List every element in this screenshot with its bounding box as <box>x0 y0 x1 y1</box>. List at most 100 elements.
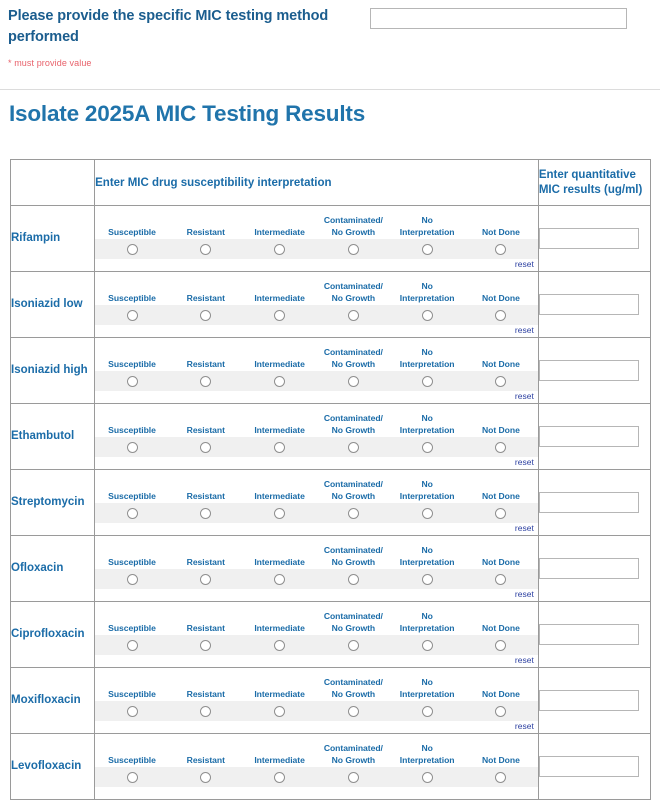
radio-button-0[interactable] <box>126 243 138 255</box>
radio-slot-1[interactable] <box>169 375 243 387</box>
radio-slot-4[interactable] <box>390 375 464 387</box>
reset-link[interactable]: reset <box>514 589 534 599</box>
radio-button-1[interactable] <box>200 243 212 255</box>
radio-button-2[interactable] <box>274 243 286 255</box>
radio-button-2[interactable] <box>274 375 286 387</box>
radio-button-3[interactable] <box>347 375 359 387</box>
radio-slot-0[interactable] <box>95 705 169 717</box>
radio-button-5[interactable] <box>495 309 507 321</box>
radio-button-5[interactable] <box>495 375 507 387</box>
radio-button-0[interactable] <box>126 771 138 783</box>
radio-button-5[interactable] <box>495 639 507 651</box>
radio-slot-2[interactable] <box>243 639 317 651</box>
radio-slot-1[interactable] <box>169 771 243 783</box>
radio-button-1[interactable] <box>200 771 212 783</box>
radio-button-1[interactable] <box>200 309 212 321</box>
radio-button-1[interactable] <box>200 441 212 453</box>
radio-slot-3[interactable] <box>316 375 390 387</box>
radio-slot-4[interactable] <box>390 243 464 255</box>
radio-button-3[interactable] <box>347 507 359 519</box>
radio-button-3[interactable] <box>347 243 359 255</box>
radio-slot-4[interactable] <box>390 507 464 519</box>
radio-button-4[interactable] <box>421 441 433 453</box>
reset-link[interactable]: reset <box>514 391 534 401</box>
radio-slot-2[interactable] <box>243 375 317 387</box>
radio-button-2[interactable] <box>274 507 286 519</box>
radio-button-0[interactable] <box>126 639 138 651</box>
radio-button-0[interactable] <box>126 375 138 387</box>
mic-value-input[interactable] <box>538 624 639 645</box>
radio-slot-0[interactable] <box>95 243 169 255</box>
radio-button-3[interactable] <box>347 309 359 321</box>
mic-value-input[interactable] <box>538 360 639 381</box>
radio-slot-1[interactable] <box>169 573 243 585</box>
radio-slot-1[interactable] <box>169 243 243 255</box>
radio-slot-3[interactable] <box>316 309 390 321</box>
radio-slot-1[interactable] <box>169 507 243 519</box>
radio-button-4[interactable] <box>421 309 433 321</box>
reset-link[interactable]: reset <box>514 259 534 269</box>
radio-button-2[interactable] <box>274 705 286 717</box>
radio-button-3[interactable] <box>347 639 359 651</box>
radio-button-2[interactable] <box>274 309 286 321</box>
radio-button-3[interactable] <box>347 771 359 783</box>
radio-slot-0[interactable] <box>95 771 169 783</box>
radio-slot-2[interactable] <box>243 705 317 717</box>
mic-value-input[interactable] <box>538 690 639 711</box>
radio-button-2[interactable] <box>274 639 286 651</box>
radio-slot-1[interactable] <box>169 705 243 717</box>
radio-slot-2[interactable] <box>243 771 317 783</box>
reset-link[interactable]: reset <box>514 325 534 335</box>
radio-slot-4[interactable] <box>390 705 464 717</box>
radio-slot-5[interactable] <box>464 771 538 783</box>
radio-slot-2[interactable] <box>243 507 317 519</box>
reset-link[interactable]: reset <box>514 457 534 467</box>
radio-button-0[interactable] <box>126 705 138 717</box>
radio-slot-5[interactable] <box>464 705 538 717</box>
radio-button-4[interactable] <box>421 243 433 255</box>
radio-button-2[interactable] <box>274 771 286 783</box>
mic-value-input[interactable] <box>538 756 639 777</box>
radio-button-5[interactable] <box>495 507 507 519</box>
radio-slot-3[interactable] <box>316 243 390 255</box>
radio-slot-5[interactable] <box>464 639 538 651</box>
radio-button-2[interactable] <box>274 573 286 585</box>
radio-slot-5[interactable] <box>464 441 538 453</box>
radio-slot-4[interactable] <box>390 309 464 321</box>
radio-button-0[interactable] <box>126 309 138 321</box>
radio-slot-4[interactable] <box>390 441 464 453</box>
radio-button-4[interactable] <box>421 573 433 585</box>
radio-button-2[interactable] <box>274 441 286 453</box>
radio-button-4[interactable] <box>421 375 433 387</box>
radio-slot-5[interactable] <box>464 507 538 519</box>
radio-button-4[interactable] <box>421 705 433 717</box>
radio-slot-3[interactable] <box>316 639 390 651</box>
radio-button-5[interactable] <box>495 771 507 783</box>
mic-value-input[interactable] <box>538 294 639 315</box>
radio-button-1[interactable] <box>200 639 212 651</box>
mic-value-input[interactable] <box>538 558 639 579</box>
radio-button-5[interactable] <box>495 243 507 255</box>
radio-slot-0[interactable] <box>95 441 169 453</box>
mic-method-input[interactable] <box>370 8 627 29</box>
radio-slot-4[interactable] <box>390 771 464 783</box>
radio-slot-2[interactable] <box>243 309 317 321</box>
radio-slot-3[interactable] <box>316 507 390 519</box>
radio-button-4[interactable] <box>421 507 433 519</box>
mic-value-input[interactable] <box>538 228 639 249</box>
radio-slot-5[interactable] <box>464 573 538 585</box>
radio-slot-0[interactable] <box>95 309 169 321</box>
radio-slot-3[interactable] <box>316 441 390 453</box>
radio-slot-1[interactable] <box>169 309 243 321</box>
radio-button-3[interactable] <box>347 441 359 453</box>
radio-slot-3[interactable] <box>316 573 390 585</box>
radio-button-5[interactable] <box>495 441 507 453</box>
radio-slot-3[interactable] <box>316 705 390 717</box>
radio-slot-2[interactable] <box>243 243 317 255</box>
reset-link[interactable]: reset <box>514 523 534 533</box>
radio-button-0[interactable] <box>126 441 138 453</box>
radio-button-1[interactable] <box>200 573 212 585</box>
radio-slot-0[interactable] <box>95 573 169 585</box>
radio-slot-1[interactable] <box>169 639 243 651</box>
radio-slot-2[interactable] <box>243 441 317 453</box>
